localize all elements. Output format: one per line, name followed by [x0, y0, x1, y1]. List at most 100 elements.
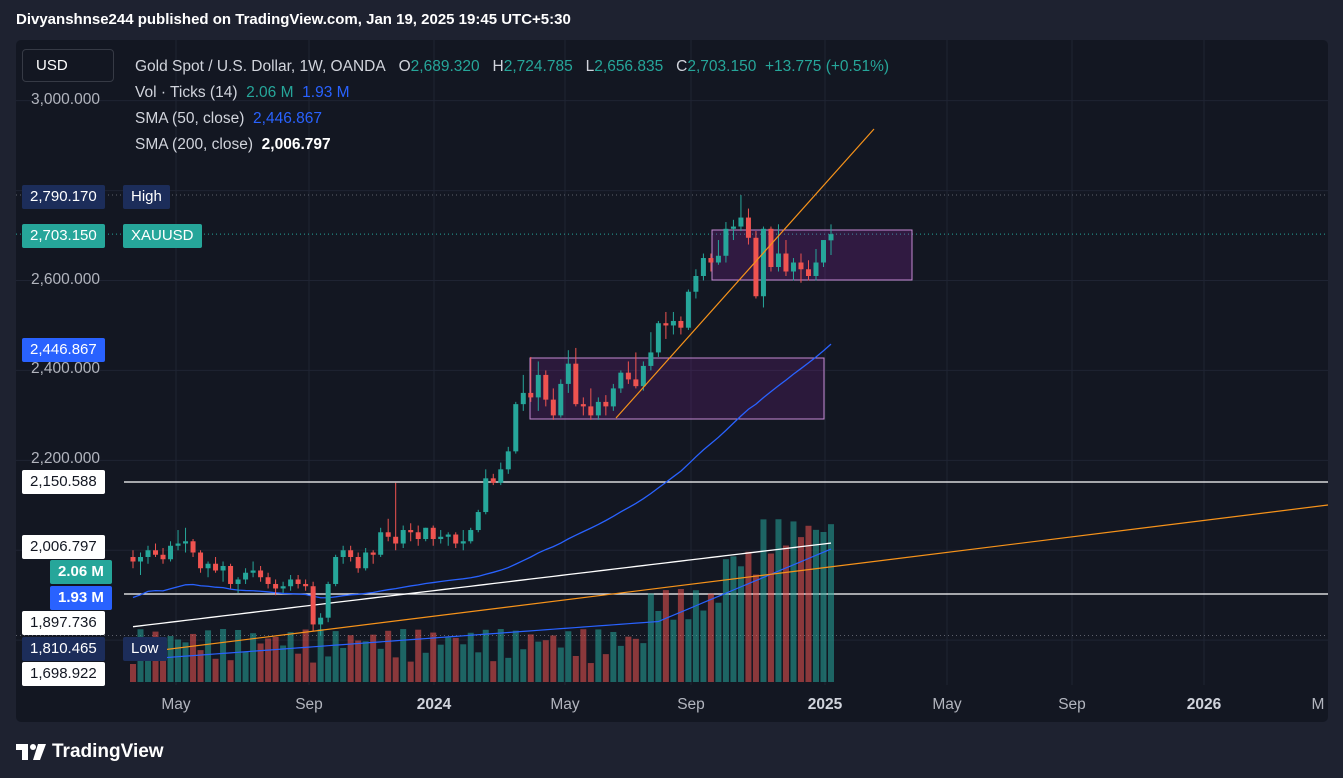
- volume-bar: [617, 645, 624, 682]
- legend-volume-row[interactable]: Vol · Ticks (14) 2.06 M 1.93 M: [135, 80, 889, 106]
- volume-bar: [257, 643, 264, 682]
- candle-body: [490, 478, 496, 483]
- volume-bar: [280, 645, 287, 682]
- volume-bar: [182, 642, 189, 682]
- candle-body: [325, 583, 331, 618]
- legend-volume-value-2: 1.93 M: [302, 84, 350, 101]
- price-tick-2600: 2,600.000: [31, 271, 100, 288]
- time-label-2024: 2024: [416, 696, 452, 713]
- legend-symbol-row: Gold Spot / U.S. Dollar, 1W, OANDA O2,68…: [135, 54, 889, 80]
- tradingview-logo[interactable]: TradingView: [16, 741, 164, 763]
- time-label-sep-2023: Sep: [295, 696, 323, 713]
- candle-body: [235, 579, 241, 584]
- volume-bar: [497, 629, 504, 682]
- volume-bar: [572, 655, 579, 682]
- volume-bar: [175, 639, 182, 682]
- candle-body: [453, 534, 459, 544]
- volume-bar: [730, 556, 737, 682]
- candle-body: [273, 583, 279, 589]
- volume-tag-1: 2.06 M: [50, 560, 112, 584]
- volume-bar: [565, 631, 572, 682]
- candle-body: [445, 534, 451, 537]
- candle-body: [678, 320, 684, 328]
- last-price-tag: 2,703.150: [22, 224, 105, 248]
- candle-body: [828, 234, 834, 241]
- volume-bar: [272, 636, 279, 682]
- candle-body: [550, 399, 556, 416]
- time-label-may-2024: May: [550, 696, 580, 713]
- volume-bar: [385, 630, 392, 682]
- candle-body: [633, 379, 639, 387]
- legend-sma50-label: SMA (50, close): [135, 110, 245, 127]
- volume-bar: [310, 662, 317, 682]
- legend-sma50-row[interactable]: SMA (50, close) 2,446.867: [135, 106, 889, 132]
- trend-line-steep: [615, 128, 875, 419]
- volume-bar: [790, 521, 797, 682]
- legend-low-value: 2,656.835: [594, 58, 664, 75]
- price-tick-2200: 2,200.000: [31, 450, 100, 467]
- candle-body: [520, 392, 526, 405]
- price-chart[interactable]: [16, 40, 1328, 722]
- candle-body: [820, 240, 826, 263]
- candle-body: [610, 388, 616, 407]
- legend-sma200-row[interactable]: SMA (200, close) 2,006.797: [135, 132, 889, 158]
- volume-bar: [340, 647, 347, 682]
- volume-bar: [505, 657, 512, 682]
- volume-bar: [828, 524, 834, 682]
- volume-bar: [422, 652, 429, 682]
- legend-high-label: H: [492, 58, 504, 75]
- volume-bar: [512, 630, 519, 682]
- volume-bar: [190, 633, 197, 682]
- sma200-line: [132, 542, 832, 628]
- price-tick-2400: 2,400.000: [31, 360, 100, 377]
- volume-bar: [265, 638, 272, 682]
- volume-bar: [482, 629, 489, 682]
- volume-bar: [745, 551, 752, 682]
- candle-body: [228, 565, 234, 584]
- currency-button[interactable]: USD: [22, 49, 114, 82]
- time-label-may-2023: May: [161, 696, 191, 713]
- volume-bar: [227, 660, 234, 682]
- volume-bar: [392, 657, 399, 682]
- volume-bar: [520, 649, 527, 682]
- volume-bar: [662, 590, 669, 682]
- volume-bar: [362, 641, 369, 682]
- candle-body: [288, 579, 294, 587]
- candle-body: [565, 363, 571, 384]
- time-label-sep-2024: Sep: [677, 696, 705, 713]
- volume-bar: [805, 525, 812, 682]
- candle-body: [745, 217, 751, 238]
- candle-body: [415, 532, 421, 540]
- volume-bar: [212, 658, 219, 682]
- candle-body: [243, 572, 249, 580]
- volume-bar: [782, 545, 789, 682]
- candle-body: [153, 550, 159, 555]
- volume-bar: [715, 602, 722, 682]
- candle-body: [348, 550, 354, 558]
- candle-body: [468, 530, 474, 542]
- candle-body: [670, 320, 676, 326]
- candle-body: [318, 617, 324, 625]
- legend-symbol[interactable]: Gold Spot / U.S. Dollar, 1W, OANDA: [135, 58, 386, 75]
- candle-body: [655, 323, 661, 353]
- volume-bar: [355, 640, 362, 682]
- candle-body: [498, 469, 504, 483]
- volume-bar: [407, 661, 414, 682]
- candle-body: [145, 550, 151, 558]
- candle-body: [198, 552, 204, 569]
- candle-body: [280, 586, 286, 589]
- volume-bar: [287, 632, 294, 682]
- volume-bar: [160, 646, 167, 682]
- legend-sma200-label: SMA (200, close): [135, 136, 254, 153]
- chart-panel[interactable]: USD Gold Spot / U.S. Dollar, 1W, OANDA O…: [16, 40, 1328, 722]
- legend-volume-value-1: 2.06 M: [246, 84, 294, 101]
- candle-body: [423, 527, 429, 540]
- volume-bar: [685, 619, 692, 682]
- candle-body: [160, 554, 166, 560]
- legend-open-value: 2,689.320: [410, 58, 480, 75]
- candle-body: [535, 374, 541, 398]
- candle-body: [663, 323, 669, 326]
- sma50-price-tag: 2,446.867: [22, 338, 105, 362]
- volume-bar: [797, 537, 804, 682]
- volume-bar: [812, 529, 819, 682]
